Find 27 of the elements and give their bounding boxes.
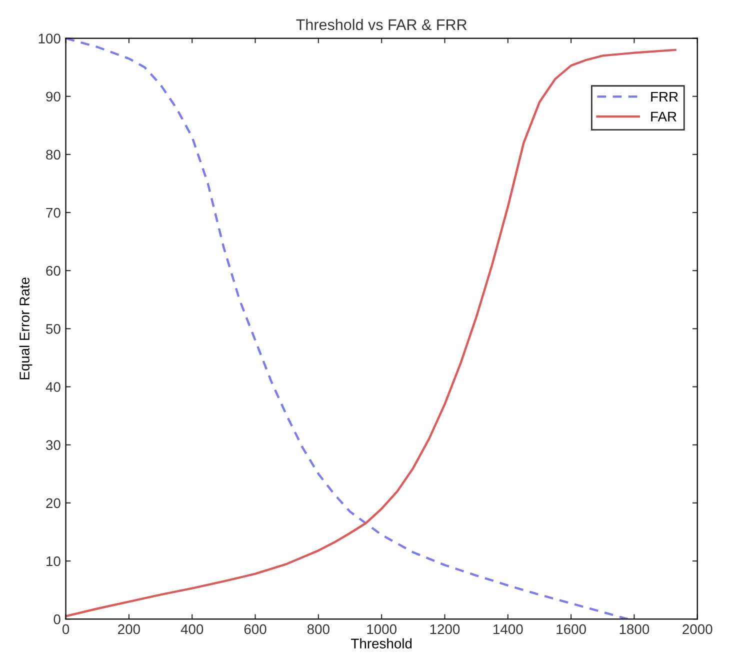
y-tick-label: 20 <box>46 498 60 508</box>
x-tick-label: 2000 <box>682 624 712 634</box>
x-tick-label: 0 <box>62 624 70 634</box>
y-tick-label: 70 <box>46 208 60 218</box>
y-tick-label: 30 <box>46 440 60 450</box>
legend-label: FAR <box>651 112 676 122</box>
legend-label: FRR <box>651 92 678 102</box>
y-tick-label: 80 <box>46 150 60 160</box>
y-tick-label: 0 <box>54 614 60 624</box>
x-tick-label: 1600 <box>556 624 586 634</box>
x-tick-label: 1400 <box>494 624 523 634</box>
y-tick-label: 100 <box>38 34 60 44</box>
x-tick-label: 1000 <box>367 624 396 634</box>
y-tick-label: 50 <box>46 324 60 334</box>
x-axis-title: Threshold <box>351 638 412 648</box>
y-axis-title: Equal Error Rate <box>19 278 32 380</box>
y-tick-label: 40 <box>46 382 60 392</box>
x-tick-label: 1200 <box>430 624 460 634</box>
y-tick-label: 60 <box>46 266 60 276</box>
x-tick-label: 800 <box>307 624 330 634</box>
x-tick-label: 200 <box>118 624 140 634</box>
y-tick-label: 10 <box>46 556 60 566</box>
y-tick-label: 90 <box>46 92 60 102</box>
x-tick-label: 1800 <box>620 624 650 634</box>
x-tick-label: 400 <box>180 624 204 634</box>
chart-title: Threshold vs FAR & FRR <box>296 18 467 30</box>
x-tick-label: 600 <box>244 624 266 634</box>
